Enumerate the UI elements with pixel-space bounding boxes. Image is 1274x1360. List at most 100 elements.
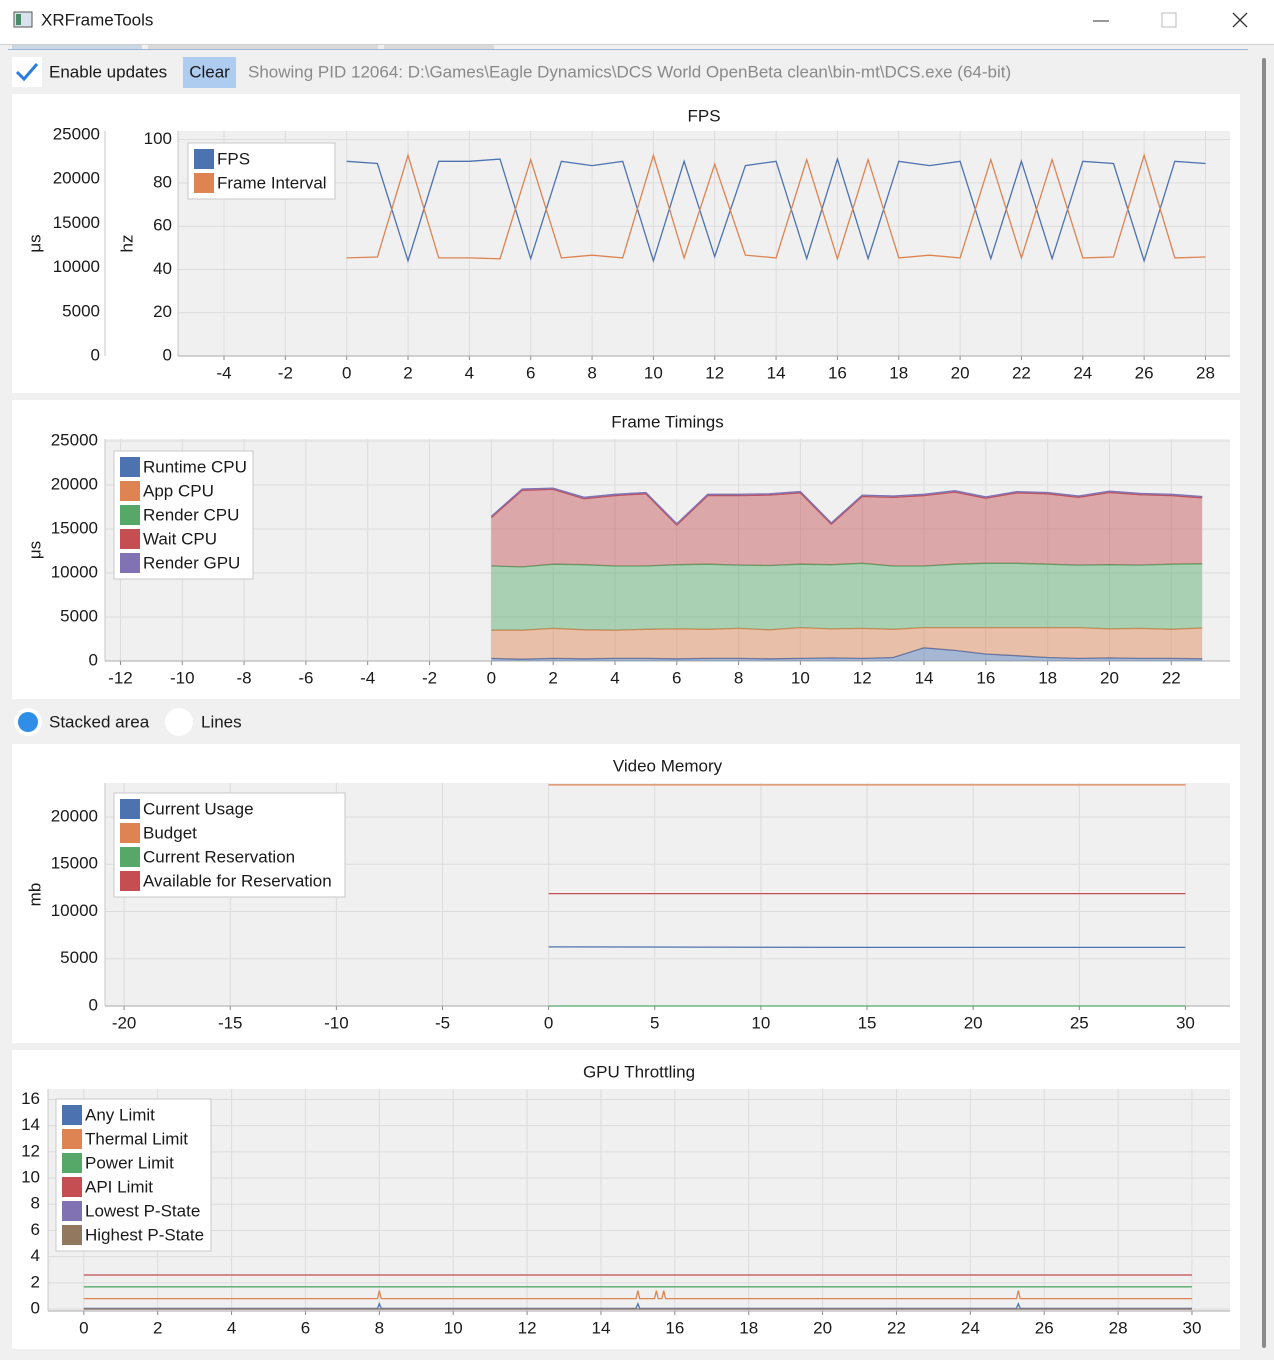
y-tick-label: 5000 — [60, 948, 98, 967]
x-tick-label: 25 — [1070, 1013, 1089, 1032]
legend-swatch — [62, 1129, 82, 1149]
x-tick-label: 12 — [705, 363, 724, 382]
y-tick-label: 10000 — [53, 257, 100, 276]
y-tick-label: 0 — [89, 650, 98, 669]
close-button[interactable] — [1232, 12, 1248, 28]
legend-swatch — [120, 553, 140, 573]
y-tick-label: 25000 — [51, 431, 98, 450]
x-tick-label: 30 — [1176, 1013, 1195, 1032]
x-tick-label: -2 — [422, 668, 437, 687]
x-tick-label: 24 — [1073, 363, 1092, 382]
x-tick-label: 10 — [644, 363, 663, 382]
x-tick-label: 6 — [526, 363, 535, 382]
legend-label: Wait CPU — [143, 529, 217, 548]
legend-swatch — [120, 505, 140, 525]
x-tick-label: 14 — [767, 363, 786, 382]
series-area — [491, 647, 1203, 661]
x-tick-label: 22 — [887, 1318, 906, 1337]
legend-label: Render GPU — [143, 553, 240, 572]
x-tick-label: 6 — [672, 668, 681, 687]
series-area — [491, 563, 1203, 631]
x-tick-label: 14 — [915, 668, 934, 687]
maximize-button[interactable] — [1161, 12, 1177, 28]
y-tick-label: 0 — [91, 345, 100, 364]
x-tick-label: 12 — [518, 1318, 537, 1337]
legend-swatch — [194, 173, 214, 193]
legend-swatch — [62, 1201, 82, 1221]
y2-tick-label: 100 — [144, 129, 172, 148]
y-tick-label: 25000 — [53, 124, 100, 143]
radio-label[interactable]: Stacked area — [49, 712, 150, 731]
radio-button[interactable] — [165, 708, 193, 736]
y-tick-label: 20000 — [51, 807, 98, 826]
legend-swatch — [120, 799, 140, 819]
tab[interactable] — [384, 45, 494, 49]
x-tick-label: 8 — [375, 1318, 384, 1337]
series-line — [346, 156, 1206, 264]
tab[interactable] — [148, 45, 378, 49]
x-tick-label: 10 — [751, 1013, 770, 1032]
x-tick-label: -6 — [298, 668, 313, 687]
series-line — [491, 626, 1203, 631]
x-tick-label: 5 — [650, 1013, 659, 1032]
y-tick-label: 12 — [21, 1141, 40, 1160]
x-tick-label: -8 — [237, 668, 252, 687]
legend-label: Current Usage — [143, 799, 254, 818]
x-tick-label: 24 — [961, 1318, 980, 1337]
legend-swatch — [194, 149, 214, 169]
x-tick-label: -2 — [278, 363, 293, 382]
series-area — [491, 489, 1203, 567]
scrollbar-thumb[interactable] — [1262, 58, 1266, 1348]
x-tick-label: 28 — [1109, 1318, 1128, 1337]
plot-background — [48, 1089, 1230, 1311]
y2-tick-label: 60 — [153, 216, 172, 235]
series-line — [491, 647, 1203, 660]
x-tick-label: 8 — [734, 668, 743, 687]
x-tick-label: 0 — [544, 1013, 553, 1032]
legend-swatch — [62, 1225, 82, 1245]
x-tick-label: 8 — [587, 363, 596, 382]
legend-swatch — [120, 481, 140, 501]
chart-panel: FPS-4 -2 0 2 4 6 8 10 12 14 16 18 20 22 24 26 2805000100… — [12, 94, 1240, 393]
legend-swatch — [120, 847, 140, 867]
x-tick-label: -4 — [216, 363, 231, 382]
y-tick-label: 8 — [31, 1194, 40, 1213]
legend-swatch — [62, 1153, 82, 1173]
y-axis-label: μs — [25, 541, 44, 559]
radio-selected — [18, 712, 38, 732]
y-tick-label: 20000 — [53, 169, 100, 188]
legend-label: Budget — [143, 823, 197, 842]
clear-button[interactable] — [183, 57, 236, 88]
y-tick-label: 16 — [21, 1089, 40, 1108]
y-tick-label: 2 — [31, 1272, 40, 1291]
y2-tick-label: 0 — [163, 345, 172, 364]
legend-label: Render CPU — [143, 505, 239, 524]
x-tick-label: 14 — [591, 1318, 610, 1337]
x-tick-label: 18 — [889, 363, 908, 382]
clear-button-label[interactable]: Clear — [189, 62, 230, 81]
series-line — [490, 488, 1203, 527]
legend-label: Current Reservation — [143, 847, 295, 866]
plot-background — [105, 439, 1230, 661]
x-tick-label: -4 — [360, 668, 375, 687]
x-tick-label: 20 — [813, 1318, 832, 1337]
x-tick-label: 30 — [1182, 1318, 1201, 1337]
x-tick-label: 20 — [964, 1013, 983, 1032]
chart-panel: Frame Timings -12 -10 -8 -6 -4 -2 0 2 4 6 8 10 12 14 16… — [12, 400, 1240, 699]
x-tick-label: -12 — [108, 668, 133, 687]
y2-tick-label: 80 — [153, 172, 172, 191]
legend-swatch — [120, 871, 140, 891]
y-tick-label: 6 — [31, 1220, 40, 1239]
checkbox[interactable] — [12, 57, 42, 87]
y-tick-label: 15000 — [51, 854, 98, 873]
radio-label[interactable]: Lines — [201, 712, 242, 731]
series-line — [548, 946, 1186, 949]
y2-tick-label: 40 — [153, 259, 172, 278]
x-tick-label: -5 — [435, 1013, 450, 1032]
divider — [0, 44, 1274, 45]
tab[interactable] — [12, 45, 142, 49]
legend-label: Available for Reservation — [143, 871, 332, 890]
legend-label: Lowest P-State — [85, 1201, 200, 1220]
checkbox-label[interactable]: Enable updates — [49, 62, 167, 81]
